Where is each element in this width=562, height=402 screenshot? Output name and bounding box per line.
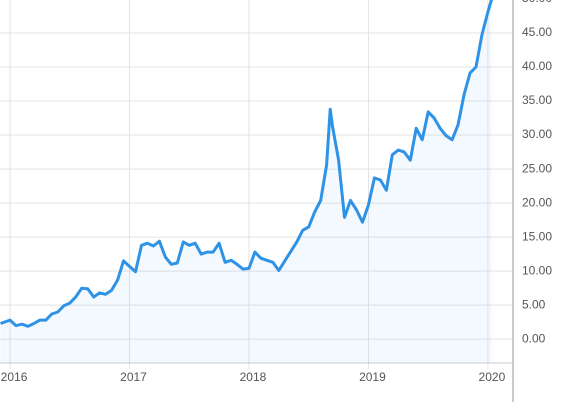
y-tick-label: 40.00: [522, 59, 552, 73]
x-tick-label: 2016: [1, 370, 28, 384]
y-tick-label: 10.00: [522, 263, 552, 277]
y-tick-label: 30.00: [522, 127, 552, 141]
y-tick-label: 45.00: [522, 25, 552, 39]
x-tick-label: 2017: [120, 370, 147, 384]
x-tick-label: 2019: [359, 370, 386, 384]
y-tick-label: 35.00: [522, 93, 552, 107]
x-tick-label: 2020: [479, 370, 506, 384]
y-tick-label: 50.00: [522, 0, 552, 5]
y-tick-label: 15.00: [522, 229, 552, 243]
x-tick-label: 2018: [240, 370, 267, 384]
y-tick-label: 5.00: [522, 297, 546, 311]
y-tick-label: 0.00: [522, 331, 546, 345]
y-tick-label: 25.00: [522, 161, 552, 175]
y-tick-label: 20.00: [522, 195, 552, 209]
price-line: [0, 0, 493, 328]
area-fill: [0, 0, 492, 363]
